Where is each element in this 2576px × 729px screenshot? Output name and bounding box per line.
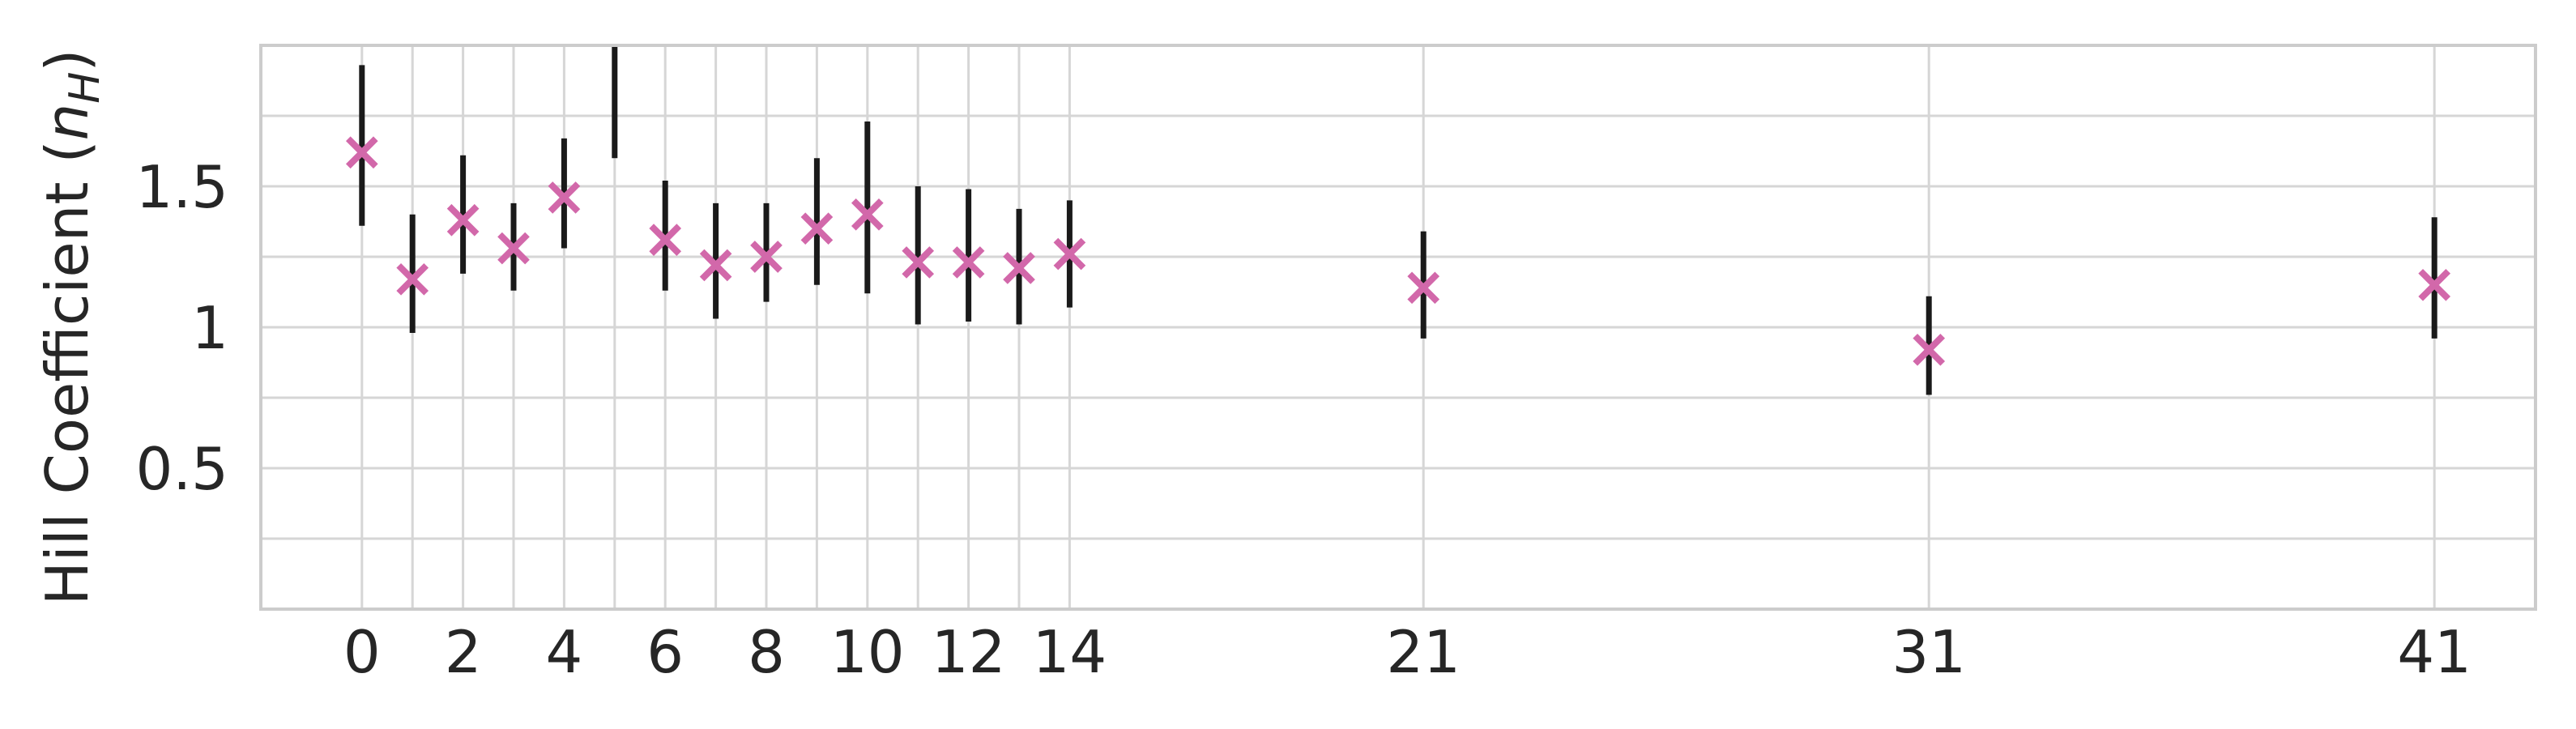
data-point <box>345 136 378 169</box>
x-tick-label: 12 <box>932 618 1006 686</box>
x-marker-stroke <box>699 249 732 282</box>
y-axis-label: Hill Coefficient (nH) <box>33 49 109 606</box>
data-point <box>446 203 480 237</box>
x-marker-stroke <box>750 241 783 273</box>
y-tick-labels: 0.5 1 1.5 <box>135 153 228 503</box>
grid <box>261 45 2535 609</box>
x-marker-stroke <box>497 232 530 265</box>
x-marker-stroke <box>649 224 682 256</box>
x-marker-stroke <box>1407 271 1440 305</box>
x-tick-label: 8 <box>748 618 785 686</box>
x-marker-stroke <box>345 136 378 169</box>
y-tick-label: 1.5 <box>135 153 228 221</box>
x-tick-label: 0 <box>343 618 381 686</box>
y-axis-label-text: Hill Coefficient <box>33 181 101 605</box>
y-axis-label-symbol: n <box>33 104 101 141</box>
data-point <box>548 181 581 214</box>
x-tick-label: 4 <box>545 618 582 686</box>
x-marker-stroke <box>446 203 480 237</box>
x-marker-stroke <box>548 181 581 214</box>
data-point <box>2418 268 2451 301</box>
data-point <box>497 232 530 265</box>
data-point <box>800 212 834 245</box>
x-tick-label: 6 <box>646 618 684 686</box>
y-tick-label: 1 <box>191 294 228 362</box>
y-tick-label: 0.5 <box>135 435 228 503</box>
data-point <box>851 198 884 231</box>
data-point <box>649 224 682 256</box>
y-axis-label-close-paren: ) <box>33 49 101 72</box>
x-tick-labels: 0 2 4 6 8 10 12 14 21 31 41 <box>343 618 2472 686</box>
x-marker-stroke <box>851 198 884 231</box>
plot-frame <box>259 44 2537 611</box>
error-bars <box>359 45 2437 395</box>
x-marker-stroke <box>2418 268 2451 301</box>
data-markers <box>345 136 2451 366</box>
x-tick-label: 21 <box>1386 618 1461 686</box>
data-point <box>902 246 935 279</box>
x-marker-stroke <box>902 246 935 279</box>
data-point <box>1407 271 1440 305</box>
x-marker-stroke <box>800 212 834 245</box>
x-tick-label: 2 <box>445 618 482 686</box>
x-marker-stroke <box>1003 252 1035 284</box>
x-marker-stroke <box>952 246 985 279</box>
data-point <box>750 241 783 273</box>
y-axis-label-open-paren: ( <box>33 140 101 181</box>
data-point <box>952 246 985 279</box>
x-tick-label: 10 <box>830 618 905 686</box>
x-tick-label: 41 <box>2397 618 2472 686</box>
data-point <box>1053 237 1086 271</box>
x-tick-label: 31 <box>1891 618 1966 686</box>
x-marker-stroke <box>396 263 429 296</box>
x-marker-stroke <box>1053 237 1086 271</box>
y-axis-label-subscript: H <box>61 72 109 104</box>
data-point <box>699 249 732 282</box>
data-point <box>396 263 429 296</box>
x-marker-stroke <box>1913 334 1946 366</box>
data-point <box>1913 334 1946 366</box>
x-tick-label: 14 <box>1033 618 1107 686</box>
data-point <box>1003 252 1035 284</box>
